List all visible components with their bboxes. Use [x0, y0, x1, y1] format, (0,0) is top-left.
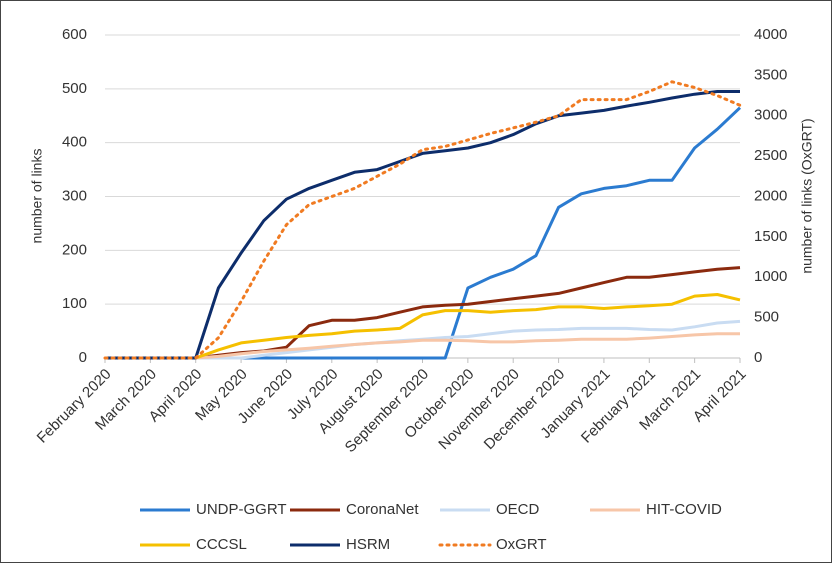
y2-tick-label: 2500	[754, 147, 787, 164]
y2-axis-label: number of links (OxGRT)	[799, 118, 815, 273]
y2-tick-label: 1000	[754, 268, 787, 285]
legend-label: OxGRT	[496, 536, 547, 553]
y2-tick-label: 2000	[754, 187, 787, 204]
legend-label: CoronaNet	[346, 501, 419, 518]
y2-tick-label: 0	[754, 349, 762, 366]
legend-label: CCCSL	[196, 536, 247, 553]
y2-tick-label: 4000	[754, 26, 787, 43]
y-tick-label: 400	[62, 134, 87, 151]
y-axis-label: number of links	[29, 149, 45, 244]
series-line	[105, 90, 740, 360]
y2-tick-label: 3000	[754, 107, 787, 124]
series-line	[105, 332, 740, 360]
y2-tick-label: 3500	[754, 66, 787, 83]
legend-label: OECD	[496, 501, 540, 518]
y-tick-label: 100	[62, 295, 87, 312]
legend-label: UNDP-GGRT	[196, 501, 287, 518]
series-line	[103, 80, 742, 360]
y-tick-label: 0	[79, 349, 87, 366]
y-tick-label: 600	[62, 26, 87, 43]
legend-label: HIT-COVID	[646, 501, 722, 518]
y-tick-label: 500	[62, 80, 87, 97]
legend-label: HSRM	[346, 536, 390, 553]
y-tick-label: 200	[62, 241, 87, 258]
y2-tick-label: 1500	[754, 228, 787, 245]
y-tick-label: 300	[62, 187, 87, 204]
series-line	[105, 293, 741, 360]
y2-tick-label: 500	[754, 309, 779, 326]
